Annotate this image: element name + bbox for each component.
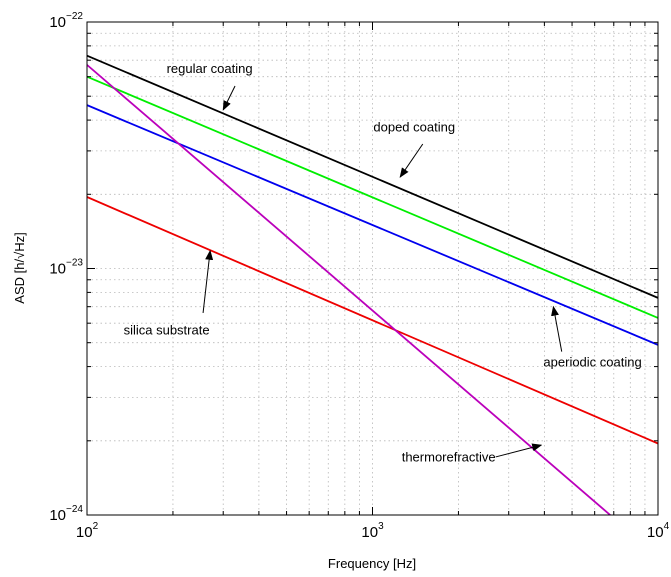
annotation-arrow: [551, 305, 563, 352]
annotation-label: silica substrate: [124, 322, 210, 337]
series-line-silica: [87, 196, 658, 445]
x-tick-label: 102: [76, 521, 99, 541]
x-tick-label: 104: [647, 521, 670, 541]
grid: [87, 22, 658, 515]
annotation-label: doped coating: [373, 119, 455, 134]
annotation-label: regular coating: [167, 61, 253, 76]
y-tick-label: 10−22: [49, 11, 83, 31]
annotation-arrow: [222, 85, 236, 111]
series-line-regular: [87, 54, 658, 299]
annotation-arrow: [495, 443, 543, 458]
y-axis-label: ASD [h/√Hz]: [12, 232, 27, 303]
series-layer: [87, 54, 658, 515]
series-line-aperiodic: [87, 104, 658, 346]
series-line-thermorefractive: [87, 64, 611, 515]
x-tick-label: 103: [361, 521, 384, 541]
ticks: [87, 22, 658, 515]
tick-labels: 102 103 104 10−24 10−23 10−22: [49, 11, 669, 541]
annotation-arrow: [399, 143, 424, 178]
annotation-label: aperiodic coating: [543, 355, 641, 370]
annotations: regular coating doped coating silica subst…: [124, 61, 642, 464]
y-tick-label: 10−23: [49, 258, 83, 278]
series-line-doped: [87, 75, 658, 319]
x-axis-label: Frequency [Hz]: [328, 556, 416, 571]
annotation-label: thermorefractive: [402, 449, 496, 464]
y-tick-label: 10−24: [49, 504, 83, 524]
annotation-arrow: [202, 249, 214, 314]
